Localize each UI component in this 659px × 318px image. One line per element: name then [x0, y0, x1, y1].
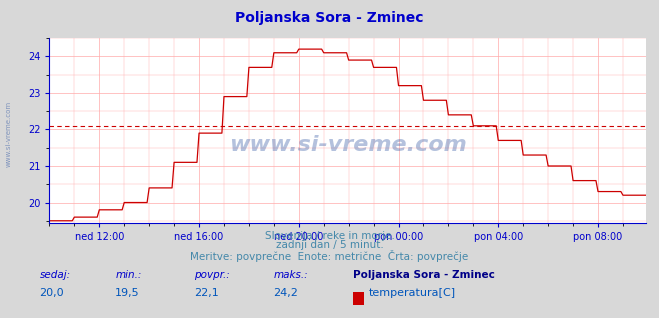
Text: 22,1: 22,1: [194, 288, 219, 298]
Text: Poljanska Sora - Zminec: Poljanska Sora - Zminec: [235, 11, 424, 25]
Text: sedaj:: sedaj:: [40, 270, 71, 280]
Text: www.si-vreme.com: www.si-vreme.com: [5, 100, 11, 167]
Text: www.si-vreme.com: www.si-vreme.com: [229, 135, 467, 155]
Text: temperatura[C]: temperatura[C]: [369, 288, 456, 298]
Text: maks.:: maks.:: [273, 270, 308, 280]
Text: povpr.:: povpr.:: [194, 270, 230, 280]
Text: 20,0: 20,0: [40, 288, 64, 298]
Text: Poljanska Sora - Zminec: Poljanska Sora - Zminec: [353, 270, 494, 280]
Text: min.:: min.:: [115, 270, 142, 280]
Text: Slovenija / reke in morje.: Slovenija / reke in morje.: [264, 231, 395, 240]
Text: zadnji dan / 5 minut.: zadnji dan / 5 minut.: [275, 240, 384, 250]
Text: 19,5: 19,5: [115, 288, 140, 298]
Text: Meritve: povprečne  Enote: metrične  Črta: povprečje: Meritve: povprečne Enote: metrične Črta:…: [190, 250, 469, 262]
Text: 24,2: 24,2: [273, 288, 299, 298]
